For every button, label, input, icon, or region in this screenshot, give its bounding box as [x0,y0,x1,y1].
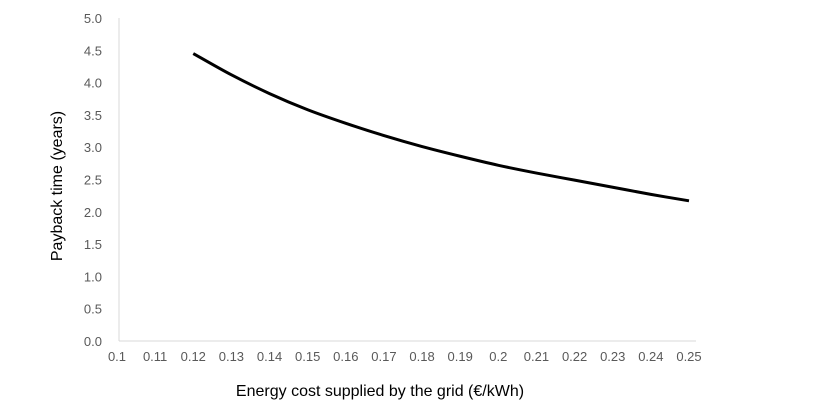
y-tick-label: 1.5 [84,237,102,252]
x-tick-label: 0.25 [676,349,701,364]
x-tick-label: 0.12 [181,349,206,364]
y-tick-label: 0.5 [84,302,102,317]
series-line-payback-time [192,52,690,203]
y-axis-title: Payback time (years) [49,111,66,261]
x-tick-label: 0.13 [219,349,244,364]
x-tick-label: 0.24 [638,349,663,364]
y-tick-label: 0.0 [84,334,102,349]
x-tick-label: 0.18 [409,349,434,364]
x-tick-label: 0.2 [489,349,507,364]
y-tick-label: 2.5 [84,173,102,188]
x-tick-label: 0.1 [108,349,126,364]
y-tick-label: 4.0 [84,76,102,91]
x-tick-label: 0.22 [562,349,587,364]
x-tick-label: 0.16 [333,349,358,364]
y-tick-label: 3.0 [84,140,102,155]
x-tick-label: 0.14 [257,349,282,364]
y-tick-label: 4.5 [84,43,102,58]
x-tick-label: 0.19 [448,349,473,364]
series-group [192,52,690,203]
y-tick-label: 1.0 [84,269,102,284]
x-tick-label: 0.11 [143,349,167,364]
x-tick-label: 0.15 [295,349,320,364]
x-tick-label: 0.23 [600,349,625,364]
x-tick-labels: 0.1 0.11 0.12 0.13 0.14 0.15 0.16 0.17 0.18 0.19 0… [108,349,702,364]
y-tick-label: 5.0 [84,11,102,26]
x-axis-title: Energy cost supplied by the grid (€/kWh) [236,383,524,400]
x-tick-label: 0.21 [524,349,549,364]
y-tick-label: 2.0 [84,205,102,220]
x-tick-label: 0.17 [371,349,396,364]
y-tick-label: 3.5 [84,108,102,123]
y-tick-labels: 0.0 0.5 1.0 1.5 2.0 2.5 3.0 3.5 4.0 4.5 5.0 [84,11,102,349]
